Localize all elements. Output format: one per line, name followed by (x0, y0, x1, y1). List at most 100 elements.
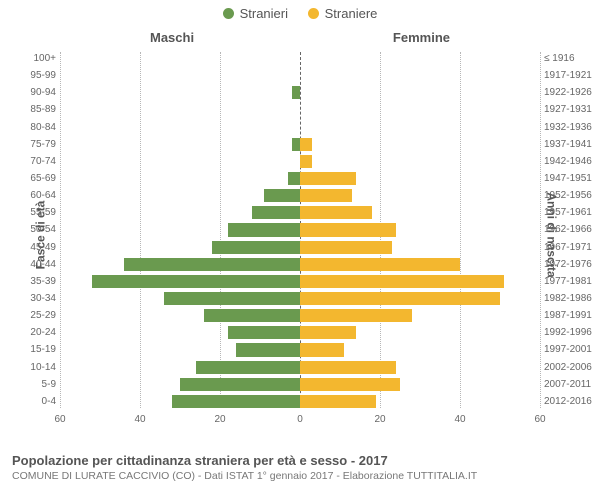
x-tick: 40 (134, 414, 145, 425)
bar-female (300, 309, 412, 322)
bar-male (164, 292, 300, 305)
age-label: 15-19 (20, 341, 56, 358)
age-label: 50-54 (20, 221, 56, 238)
age-label: 95-99 (20, 67, 56, 84)
footer: Popolazione per cittadinanza straniera p… (12, 453, 588, 482)
bar-female (300, 223, 396, 236)
pyramid-row: 5-92007-2011 (60, 376, 540, 393)
pyramid-row: 75-791937-1941 (60, 136, 540, 153)
legend-label-female: Straniere (325, 6, 378, 21)
birth-year-label: 1972-1976 (544, 256, 598, 273)
bar-female (300, 189, 352, 202)
pyramid-row: 85-891927-1931 (60, 101, 540, 118)
pyramid-row: 40-441972-1976 (60, 256, 540, 273)
age-label: 30-34 (20, 290, 56, 307)
bar-male (124, 258, 300, 271)
bar-male (252, 206, 300, 219)
legend-female: Straniere (308, 6, 378, 21)
chart-area: Maschi Femmine Fasce di età Anni di nasc… (0, 30, 600, 440)
bar-female (300, 241, 392, 254)
column-title-male: Maschi (150, 30, 194, 45)
pyramid-row: 50-541962-1966 (60, 221, 540, 238)
birth-year-label: 1927-1931 (544, 101, 598, 118)
age-label: 85-89 (20, 101, 56, 118)
bar-female (300, 326, 356, 339)
age-label: 60-64 (20, 187, 56, 204)
bar-male (264, 189, 300, 202)
age-label: 80-84 (20, 119, 56, 136)
legend-swatch-male (223, 8, 234, 19)
x-tick: 0 (297, 414, 303, 425)
bar-female (300, 292, 500, 305)
legend: Stranieri Straniere (0, 6, 600, 22)
pyramid-row: 55-591957-1961 (60, 204, 540, 221)
bar-female (300, 275, 504, 288)
footer-subtitle: COMUNE DI LURATE CACCIVIO (CO) - Dati IS… (12, 470, 588, 482)
plot-area: 6040200204060100+≤ 191695-991917-192190-… (60, 50, 540, 410)
pyramid-row: 15-191997-2001 (60, 341, 540, 358)
pyramid-row: 10-142002-2006 (60, 359, 540, 376)
legend-male: Stranieri (223, 6, 288, 21)
bar-male (292, 86, 300, 99)
age-label: 55-59 (20, 204, 56, 221)
birth-year-label: 1932-1936 (544, 119, 598, 136)
x-tick: 60 (54, 414, 65, 425)
birth-year-label: 1942-1946 (544, 153, 598, 170)
age-label: 90-94 (20, 84, 56, 101)
bar-male (92, 275, 300, 288)
x-tick: 40 (454, 414, 465, 425)
birth-year-label: 1977-1981 (544, 273, 598, 290)
bar-male (228, 326, 300, 339)
birth-year-label: 2012-2016 (544, 393, 598, 410)
age-label: 75-79 (20, 136, 56, 153)
birth-year-label: 1937-1941 (544, 136, 598, 153)
column-title-female: Femmine (393, 30, 450, 45)
age-label: 70-74 (20, 153, 56, 170)
pyramid-row: 30-341982-1986 (60, 290, 540, 307)
bar-female (300, 378, 400, 391)
birth-year-label: 1997-2001 (544, 341, 598, 358)
age-label: 65-69 (20, 170, 56, 187)
pyramid-row: 90-941922-1926 (60, 84, 540, 101)
bar-male (180, 378, 300, 391)
birth-year-label: 1952-1956 (544, 187, 598, 204)
bar-female (300, 361, 396, 374)
pyramid-row: 35-391977-1981 (60, 273, 540, 290)
age-label: 45-49 (20, 239, 56, 256)
bar-male (288, 172, 300, 185)
birth-year-label: 2002-2006 (544, 359, 598, 376)
birth-year-label: 1992-1996 (544, 324, 598, 341)
pyramid-row: 45-491967-1971 (60, 239, 540, 256)
bar-male (292, 138, 300, 151)
age-label: 25-29 (20, 307, 56, 324)
pyramid-row: 80-841932-1936 (60, 119, 540, 136)
bar-female (300, 258, 460, 271)
bar-male (196, 361, 300, 374)
bar-female (300, 206, 372, 219)
birth-year-label: 1922-1926 (544, 84, 598, 101)
legend-swatch-female (308, 8, 319, 19)
bar-female (300, 172, 356, 185)
x-tick: 20 (214, 414, 225, 425)
pyramid-row: 100+≤ 1916 (60, 50, 540, 67)
bar-male (228, 223, 300, 236)
age-label: 100+ (20, 50, 56, 67)
age-label: 5-9 (20, 376, 56, 393)
bar-male (236, 343, 300, 356)
pyramid-row: 70-741942-1946 (60, 153, 540, 170)
x-tick: 20 (374, 414, 385, 425)
age-label: 35-39 (20, 273, 56, 290)
footer-title: Popolazione per cittadinanza straniera p… (12, 453, 588, 468)
bar-female (300, 155, 312, 168)
age-label: 10-14 (20, 359, 56, 376)
bar-male (212, 241, 300, 254)
bar-male (204, 309, 300, 322)
birth-year-label: 1987-1991 (544, 307, 598, 324)
birth-year-label: 1947-1951 (544, 170, 598, 187)
birth-year-label: 2007-2011 (544, 376, 598, 393)
bar-male (172, 395, 300, 408)
age-label: 20-24 (20, 324, 56, 341)
age-label: 40-44 (20, 256, 56, 273)
pyramid-row: 25-291987-1991 (60, 307, 540, 324)
birth-year-label: 1957-1961 (544, 204, 598, 221)
